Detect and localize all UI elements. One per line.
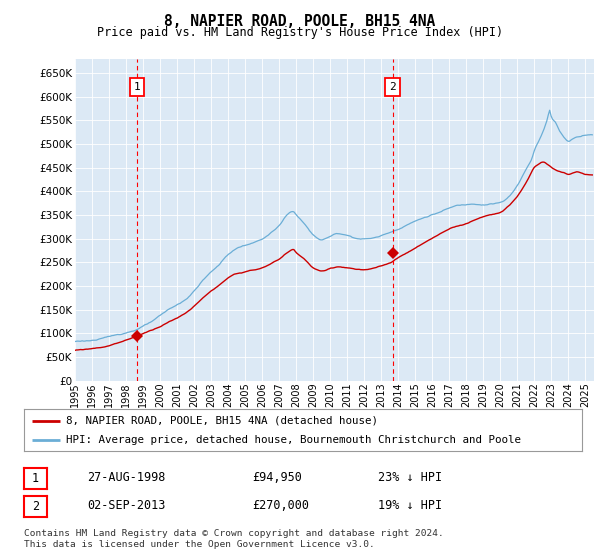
Text: 8, NAPIER ROAD, POOLE, BH15 4NA (detached house): 8, NAPIER ROAD, POOLE, BH15 4NA (detache… — [66, 416, 378, 426]
Text: 2: 2 — [32, 500, 39, 514]
Text: 1: 1 — [134, 82, 140, 92]
Text: 27-AUG-1998: 27-AUG-1998 — [87, 470, 166, 484]
Text: 19% ↓ HPI: 19% ↓ HPI — [378, 498, 442, 512]
Text: £270,000: £270,000 — [252, 498, 309, 512]
Text: £94,950: £94,950 — [252, 470, 302, 484]
Text: 02-SEP-2013: 02-SEP-2013 — [87, 498, 166, 512]
Text: Contains HM Land Registry data © Crown copyright and database right 2024.
This d: Contains HM Land Registry data © Crown c… — [24, 529, 444, 549]
Text: HPI: Average price, detached house, Bournemouth Christchurch and Poole: HPI: Average price, detached house, Bour… — [66, 435, 521, 445]
Text: 8, NAPIER ROAD, POOLE, BH15 4NA: 8, NAPIER ROAD, POOLE, BH15 4NA — [164, 14, 436, 29]
Text: 1: 1 — [32, 472, 39, 486]
Text: 2: 2 — [389, 82, 396, 92]
Text: 23% ↓ HPI: 23% ↓ HPI — [378, 470, 442, 484]
Text: Price paid vs. HM Land Registry's House Price Index (HPI): Price paid vs. HM Land Registry's House … — [97, 26, 503, 39]
